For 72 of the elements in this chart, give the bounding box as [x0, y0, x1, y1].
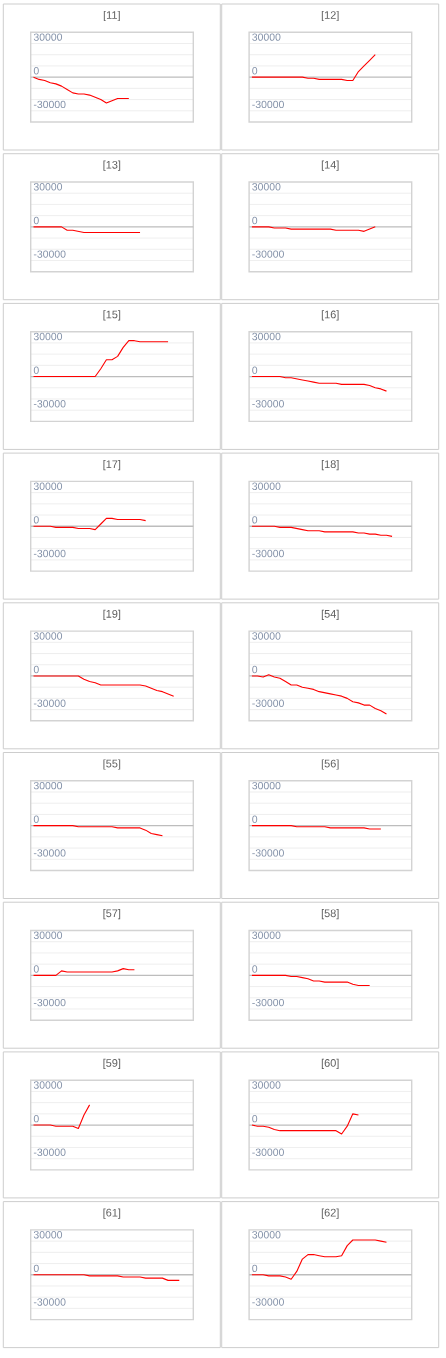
y-tick-label: -30000: [252, 998, 284, 1007]
y-tick-label: -30000: [252, 1148, 284, 1157]
y-tick-label: -30000: [33, 849, 66, 857]
y-tick-label: 0: [252, 67, 258, 75]
y-tick-label: -30000: [252, 100, 284, 109]
y-tick-label: 30000: [252, 332, 281, 341]
chart-title: [58]: [321, 909, 339, 920]
chart-title: [57]: [103, 909, 121, 920]
y-tick-label: 30000: [33, 632, 63, 640]
y-tick-label: -30000: [252, 1298, 284, 1306]
chart-title: [11]: [103, 10, 120, 22]
y-tick-label: 0: [252, 216, 258, 225]
y-tick-label: 30000: [33, 482, 63, 490]
y-tick-label: -30000: [252, 549, 284, 558]
chart-title: [13]: [103, 160, 121, 171]
chart-title: [62]: [321, 1208, 339, 1219]
y-tick-label: 0: [252, 1264, 258, 1273]
y-tick-label: 0: [33, 216, 39, 225]
y-tick-label: 0: [33, 965, 39, 973]
y-tick-label: -30000: [252, 699, 284, 707]
chart-title: [19]: [103, 609, 121, 620]
y-tick-label: 0: [252, 516, 258, 524]
y-tick-label: -30000: [33, 400, 66, 408]
y-tick-label: -30000: [252, 849, 284, 857]
y-tick-label: 30000: [252, 1081, 281, 1089]
y-tick-label: 30000: [252, 632, 281, 640]
y-tick-label: -30000: [33, 1298, 66, 1306]
chart-title: [15]: [103, 310, 121, 321]
y-tick-label: 0: [33, 1114, 39, 1123]
y-tick-label: 0: [252, 965, 258, 973]
y-tick-label: 30000: [33, 1081, 63, 1089]
y-tick-label: 30000: [252, 482, 281, 490]
chart-title: [14]: [321, 160, 339, 171]
y-tick-label: 30000: [33, 183, 63, 191]
chart-title: [59]: [103, 1058, 121, 1070]
y-tick-label: 0: [33, 815, 39, 823]
chart-title: [16]: [321, 310, 339, 321]
chart-title: [56]: [321, 759, 339, 770]
y-tick-label: 0: [33, 67, 39, 75]
chart-title: [17]: [103, 460, 121, 471]
chart-title: [60]: [321, 1058, 339, 1070]
y-tick-label: 30000: [33, 781, 63, 790]
y-tick-label: 30000: [252, 931, 281, 940]
y-tick-label: 0: [33, 366, 39, 374]
y-tick-label: 0: [33, 665, 39, 674]
y-tick-label: 0: [252, 1114, 258, 1123]
y-tick-label: -30000: [252, 400, 284, 408]
y-tick-label: 0: [33, 1264, 39, 1273]
chart-title: [18]: [321, 460, 339, 471]
y-tick-label: 0: [252, 665, 258, 674]
chart-title: [54]: [321, 609, 339, 620]
y-tick-label: 30000: [252, 33, 281, 41]
y-tick-label: 30000: [33, 1231, 63, 1239]
y-tick-label: 30000: [33, 332, 63, 341]
y-tick-label: -30000: [33, 998, 66, 1007]
y-tick-label: 0: [33, 516, 39, 524]
y-tick-label: 30000: [252, 1231, 281, 1239]
y-tick-label: -30000: [33, 100, 66, 109]
y-tick-label: 0: [252, 815, 258, 823]
y-tick-label: 30000: [33, 931, 63, 940]
chart-title: [55]: [103, 759, 121, 770]
y-tick-label: 0: [252, 366, 258, 374]
y-tick-label: -30000: [33, 250, 66, 258]
y-tick-label: -30000: [252, 250, 284, 258]
y-tick-label: -30000: [33, 1148, 66, 1157]
chart-title: [12]: [321, 10, 339, 22]
y-tick-label: 30000: [252, 781, 281, 790]
chart-title: [61]: [103, 1208, 121, 1219]
y-tick-label: -30000: [33, 549, 66, 558]
y-tick-label: 30000: [252, 183, 281, 191]
y-tick-label: 30000: [33, 33, 63, 41]
y-tick-label: -30000: [33, 699, 66, 707]
